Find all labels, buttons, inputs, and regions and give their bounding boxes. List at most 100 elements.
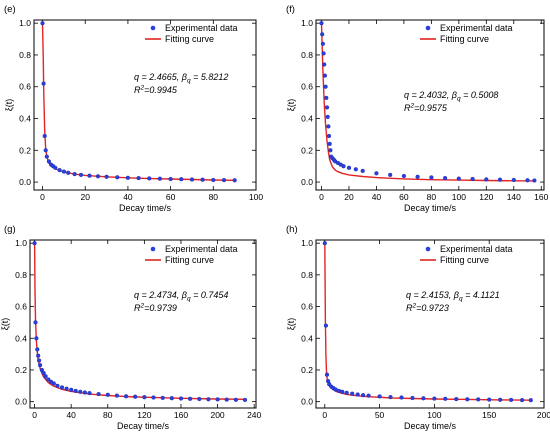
data-point <box>96 392 101 397</box>
y-tick-label: 0.4 <box>301 114 313 124</box>
data-point <box>484 177 489 182</box>
data-point <box>188 396 193 401</box>
data-point <box>410 395 415 401</box>
plot-frame <box>29 239 257 409</box>
data-point <box>133 394 138 399</box>
data-point <box>528 398 533 403</box>
data-point <box>136 176 141 181</box>
data-point <box>41 81 46 86</box>
data-point <box>46 159 51 164</box>
r-squared: R2=0.9575 <box>404 103 448 114</box>
x-tick-label: 150 <box>482 410 496 420</box>
data-point <box>321 51 326 56</box>
data-point <box>519 398 525 403</box>
x-tick-label: 140 <box>507 192 521 202</box>
data-point <box>206 397 211 402</box>
plot-frame <box>315 239 545 409</box>
x-tick-label: 0 <box>319 192 324 202</box>
chart-panel: (h) 0 50 100 150 200 0.0 0.2 0.4 0.6 0.8 1.0 Decay t… <box>286 224 550 431</box>
data-point <box>221 178 227 183</box>
data-point <box>59 385 65 390</box>
data-point <box>341 164 346 169</box>
data-point <box>350 391 355 396</box>
data-point <box>142 395 147 400</box>
data-point <box>360 168 365 173</box>
y-tick-label: 1.0 <box>301 18 313 28</box>
data-point <box>497 177 503 182</box>
x-tick-label: 20 <box>80 192 90 202</box>
plot-frame <box>33 19 257 191</box>
x-tick-label: 240 <box>247 410 261 420</box>
y-tick-label: 0.8 <box>301 270 313 280</box>
y-tick-label: 0.4 <box>19 114 31 124</box>
x-tick-label: 120 <box>137 410 151 420</box>
data-point <box>322 73 327 78</box>
y-axis-title: ξ(t) <box>286 99 296 112</box>
data-point <box>44 154 49 159</box>
data-point <box>64 386 69 391</box>
fit-parameters: q = 2.4032, βq = 0.5008 <box>404 90 498 103</box>
data-point <box>36 358 42 363</box>
data-point <box>197 396 202 402</box>
data-point <box>322 62 327 67</box>
data-point <box>322 241 327 246</box>
data-point <box>324 372 330 377</box>
data-point <box>115 175 120 180</box>
x-tick-label: 60 <box>166 192 176 202</box>
data-point <box>200 177 205 182</box>
y-tick-label: 0.2 <box>19 145 31 155</box>
y-tick-label: 0.8 <box>19 50 31 60</box>
data-point <box>42 133 47 139</box>
panel-label: (e) <box>4 4 16 15</box>
data-point <box>178 396 184 401</box>
legend-marker-points <box>150 25 156 31</box>
panel-label: (f) <box>286 4 295 15</box>
data-point <box>320 32 325 37</box>
data-point <box>215 397 220 402</box>
data-point <box>125 175 130 180</box>
data-point <box>340 389 345 394</box>
x-tick-label: 0 <box>32 410 37 420</box>
data-point <box>43 148 48 153</box>
data-point <box>388 395 393 400</box>
data-point <box>211 177 216 183</box>
data-point <box>37 363 43 368</box>
data-point <box>35 347 40 352</box>
data-point <box>233 397 238 402</box>
chart-panel: (g) 0 40 80 120 160 200 240 0.0 0.2 0.4 0.6 0.8 1.0 De… <box>0 224 262 431</box>
y-tick-label: 0.0 <box>19 177 31 187</box>
y-tick-label: 0.4 <box>301 333 313 343</box>
data-point <box>57 168 62 173</box>
data-point <box>189 177 195 182</box>
data-point <box>55 383 60 388</box>
y-axis-title: ξ(t) <box>0 318 10 331</box>
r-squared: R2=0.9945 <box>134 85 178 96</box>
y-tick-label: 0.8 <box>301 50 313 60</box>
data-point <box>78 389 83 394</box>
data-point <box>157 176 162 181</box>
x-tick-label: 60 <box>399 192 409 202</box>
data-point <box>361 393 366 398</box>
x-tick-label: 160 <box>174 410 188 420</box>
data-point <box>169 396 174 401</box>
y-tick-label: 0.6 <box>301 82 313 92</box>
data-point <box>443 176 448 181</box>
data-point <box>43 374 48 379</box>
x-tick-label: 40 <box>66 410 76 420</box>
data-point <box>432 396 437 401</box>
data-point <box>114 393 119 398</box>
data-point <box>327 141 332 146</box>
fitting-curve <box>33 243 246 400</box>
data-point <box>326 124 331 129</box>
data-point <box>325 114 330 119</box>
legend-marker-points <box>425 246 431 252</box>
x-tick-label: 160 <box>534 192 548 202</box>
data-point <box>51 381 56 386</box>
fit-parameters: q = 2.4734, βq = 0.7454 <box>134 290 228 303</box>
fitting-curve <box>41 23 235 181</box>
data-point <box>353 167 358 172</box>
data-point <box>454 397 459 402</box>
y-tick-label: 0.4 <box>15 333 27 343</box>
data-point <box>179 177 184 182</box>
data-point <box>366 393 371 398</box>
